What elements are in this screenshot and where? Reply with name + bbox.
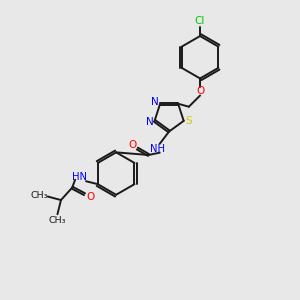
Text: HN: HN bbox=[72, 172, 87, 182]
Text: O: O bbox=[128, 140, 136, 150]
Text: N: N bbox=[151, 97, 159, 107]
Text: CH₃: CH₃ bbox=[31, 190, 48, 200]
Text: Cl: Cl bbox=[195, 16, 205, 26]
Text: N: N bbox=[146, 117, 153, 127]
Text: S: S bbox=[185, 116, 192, 126]
Text: NH: NH bbox=[151, 144, 166, 154]
Text: CH₃: CH₃ bbox=[49, 216, 66, 225]
Text: O: O bbox=[196, 86, 204, 96]
Text: O: O bbox=[86, 192, 94, 202]
